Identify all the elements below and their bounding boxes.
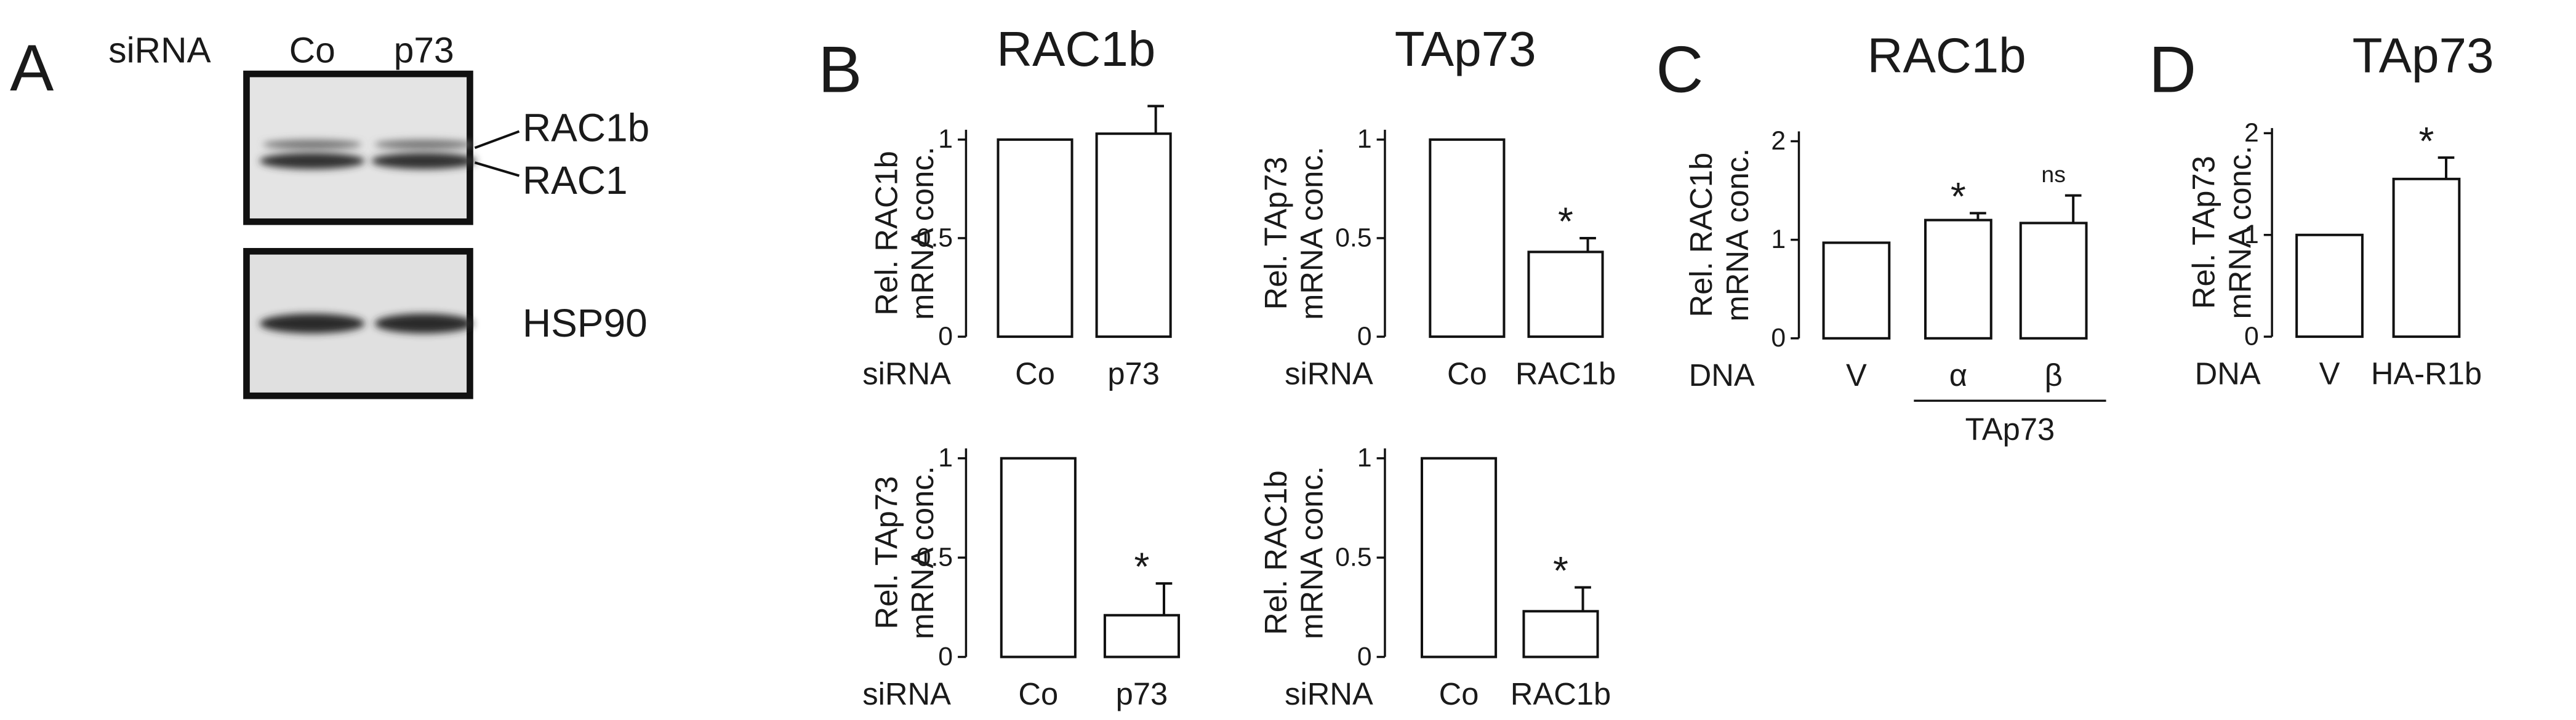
x-axis-label: DNA: [2195, 356, 2261, 391]
significance-label: *: [1558, 199, 1573, 244]
lane-label: Co: [289, 30, 335, 70]
error-bar: [1575, 586, 1591, 612]
y-axis-label: mRNA conc.: [905, 466, 940, 639]
y-tick-label: 2: [1771, 126, 1786, 156]
y-tick-label: 0.5: [1335, 542, 1371, 572]
error-bar: [1579, 236, 1596, 252]
y-tick-label: 0.5: [917, 223, 953, 252]
significance-label: ns: [2041, 161, 2065, 187]
x-tick-label: β: [2045, 358, 2063, 393]
y-tick-label: 0: [2244, 321, 2259, 351]
band-label: RAC1: [523, 158, 628, 202]
x-tick-label: RAC1b: [1511, 676, 1611, 711]
error-bar: [1970, 212, 1986, 220]
chart-title: TAp73: [1395, 22, 1536, 76]
bar: [1421, 457, 1498, 658]
x-tick-label: Co: [1439, 676, 1479, 711]
y-axis-label: mRNA conc.: [2222, 146, 2257, 319]
panel-label: A: [10, 31, 54, 105]
x-tick-label: Co: [1018, 676, 1058, 711]
bar: [1522, 610, 1599, 658]
x-tick-label: HA-R1b: [2371, 356, 2482, 391]
significance-label: *: [1553, 548, 1568, 593]
y-axis-label: mRNA conc.: [1294, 466, 1330, 639]
band-label: RAC1b: [523, 106, 649, 150]
y-tick-label: 1: [938, 124, 953, 154]
x-tick-label: p73: [1107, 356, 1160, 391]
y-axis-label: mRNA conc.: [905, 146, 940, 320]
y-axis-label: mRNA conc.: [1294, 146, 1330, 320]
y-axis-label: Rel. TAp73: [1258, 157, 1293, 310]
x-tick-label: Co: [1015, 356, 1055, 391]
bar: [1000, 457, 1077, 658]
blot-row-label: siRNA: [108, 30, 211, 70]
y-tick-label: 0.5: [1335, 223, 1371, 252]
band-label: HSP90: [523, 301, 648, 345]
x-axis-label: DNA: [1689, 358, 1755, 393]
x-tick-label: V: [1846, 358, 1867, 393]
chart-title: TAp73: [2353, 28, 2494, 82]
panel-label: B: [818, 32, 862, 106]
error-bar: [2438, 156, 2455, 179]
x-axis-label: siRNA: [1285, 676, 1373, 711]
significance-label: *: [1134, 545, 1150, 589]
y-axis-label: mRNA conc.: [1720, 148, 1755, 322]
y-tick-label: 2: [2244, 118, 2259, 148]
significance-label: *: [2419, 119, 2434, 163]
bar: [1429, 138, 1506, 338]
bar: [1924, 218, 1992, 340]
bar: [997, 138, 1073, 338]
x-tick-label: V: [2319, 356, 2340, 391]
y-tick-label: 0: [938, 642, 953, 671]
x-axis-label: siRNA: [862, 356, 951, 391]
band-pointer: [474, 161, 520, 177]
bar: [1527, 250, 1604, 338]
blot-membrane: [243, 70, 477, 399]
y-tick-label: 1: [1771, 225, 1786, 254]
bar: [2295, 233, 2364, 338]
y-axis-label: Rel. RAC1b: [869, 151, 904, 316]
bar: [1095, 132, 1172, 338]
y-tick-label: 0.5: [917, 542, 953, 572]
y-tick-label: 0: [1357, 642, 1372, 671]
bar: [1103, 614, 1181, 658]
y-tick-label: 1: [1357, 124, 1372, 154]
y-tick-label: 0: [938, 321, 953, 351]
x-tick-label: p73: [1116, 676, 1168, 711]
bar: [2392, 177, 2461, 338]
x-tick-label: Co: [1447, 356, 1487, 391]
lane-label: p73: [394, 30, 454, 70]
y-axis-label: Rel. RAC1b: [1258, 470, 1293, 635]
y-tick-label: 0: [1357, 321, 1372, 351]
y-tick-label: 0: [1771, 323, 1786, 353]
y-axis-label: Rel. TAp73: [869, 476, 904, 630]
x-tick-label: α: [1949, 358, 1967, 393]
y-axis-label: Rel. RAC1b: [1683, 153, 1719, 318]
error-bar: [2064, 194, 2082, 223]
bar: [1822, 241, 1891, 340]
band-pointer: [474, 130, 520, 150]
group-label: TAp73: [1965, 412, 2055, 447]
significance-label: *: [1951, 174, 1966, 218]
panel-label: D: [2149, 32, 2196, 106]
y-axis-label: Rel. TAp73: [2186, 156, 2221, 309]
x-axis-label: siRNA: [862, 676, 951, 711]
y-tick-label: 1: [1357, 443, 1372, 473]
x-tick-label: RAC1b: [1515, 356, 1616, 391]
error-bar: [1147, 105, 1165, 134]
bar: [2019, 222, 2088, 340]
chart-title: RAC1b: [1868, 28, 2026, 82]
y-tick-label: 1: [938, 443, 953, 473]
x-axis-label: siRNA: [1285, 356, 1373, 391]
panel-label: C: [1656, 32, 1703, 106]
error-bar: [1155, 582, 1173, 615]
y-tick-label: 1: [2244, 220, 2259, 249]
chart-title: RAC1b: [997, 22, 1155, 76]
